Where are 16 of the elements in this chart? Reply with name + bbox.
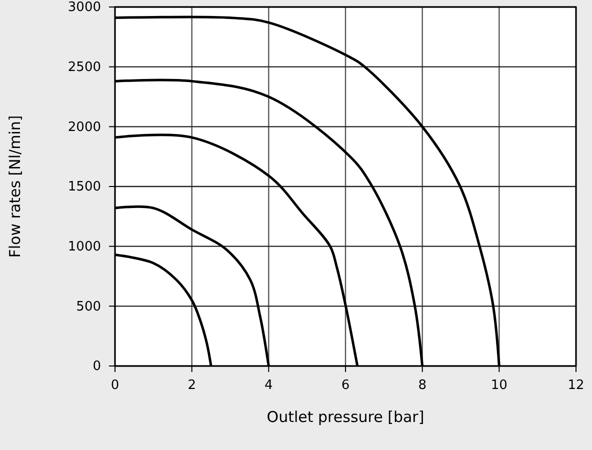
x-tick-label: 10 [490,378,508,394]
x-tick-label: 12 [568,378,584,394]
y-tick-label: 2500 [68,60,101,75]
x-tick-label: 0 [110,378,120,394]
y-tick-label: 3000 [68,0,101,16]
x-tick-label: 2 [188,378,196,394]
y-tick-label: 1500 [68,180,101,195]
y-tick-label: 1000 [68,239,101,254]
y-tick-label: 500 [76,299,101,314]
y-axis-title: Flow rates [Nl/min] [6,115,24,258]
x-tick-label: 6 [341,378,350,394]
x-axis-title: Outlet pressure [bar] [266,408,424,426]
y-tick-label: 2000 [68,120,101,135]
x-tick-label: 8 [418,378,426,394]
x-tick-label: 4 [264,378,273,394]
y-tick-label: 0 [92,359,101,374]
